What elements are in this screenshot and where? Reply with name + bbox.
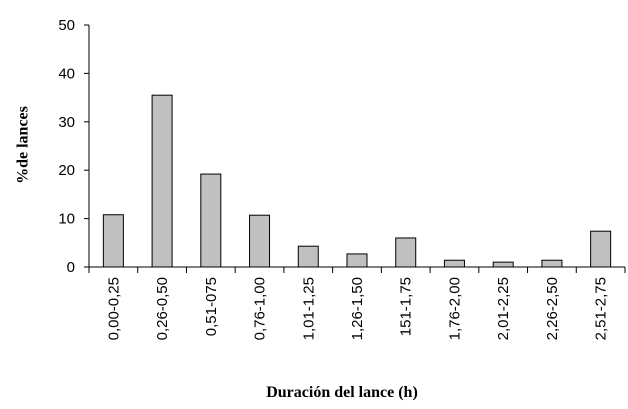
bar [151, 94, 173, 268]
y-tick-label: 10 [58, 211, 75, 228]
y-tick-label: 40 [58, 65, 75, 82]
x-tick-label: 1,26-1,50 [349, 277, 366, 340]
x-tick-label: 0,76-1,00 [252, 277, 269, 340]
y-axis-label: %de lances [15, 106, 32, 184]
x-tick-label: 0,51-075 [203, 277, 220, 336]
bar [590, 230, 612, 268]
bar [102, 214, 124, 268]
x-axis-label: Duración del lance (h) [266, 384, 418, 401]
bar [395, 237, 417, 268]
x-tick-label: 0,26-0,50 [154, 277, 171, 340]
bar [346, 253, 368, 268]
bar [443, 259, 465, 268]
x-tick-label: 2,51-2,75 [593, 277, 610, 340]
x-tick-label: 1,01-1,25 [300, 277, 317, 340]
bar [249, 214, 271, 268]
bar [492, 261, 514, 268]
y-tick-label: 0 [67, 259, 75, 276]
bar [200, 173, 222, 268]
x-tick-label: 0,00-0,25 [105, 277, 122, 340]
x-tick-label: 2,01-2,25 [495, 277, 512, 340]
y-tick-label: 50 [58, 17, 75, 34]
bar [541, 259, 563, 268]
x-tick-label: 2,26-2,50 [544, 277, 561, 340]
y-tick-label: 30 [58, 114, 75, 131]
x-tick-label: 1,76-2,00 [446, 277, 463, 340]
y-tick-label: 20 [58, 162, 75, 179]
x-tick-label: 151-1,75 [398, 277, 415, 336]
bar [297, 245, 319, 268]
